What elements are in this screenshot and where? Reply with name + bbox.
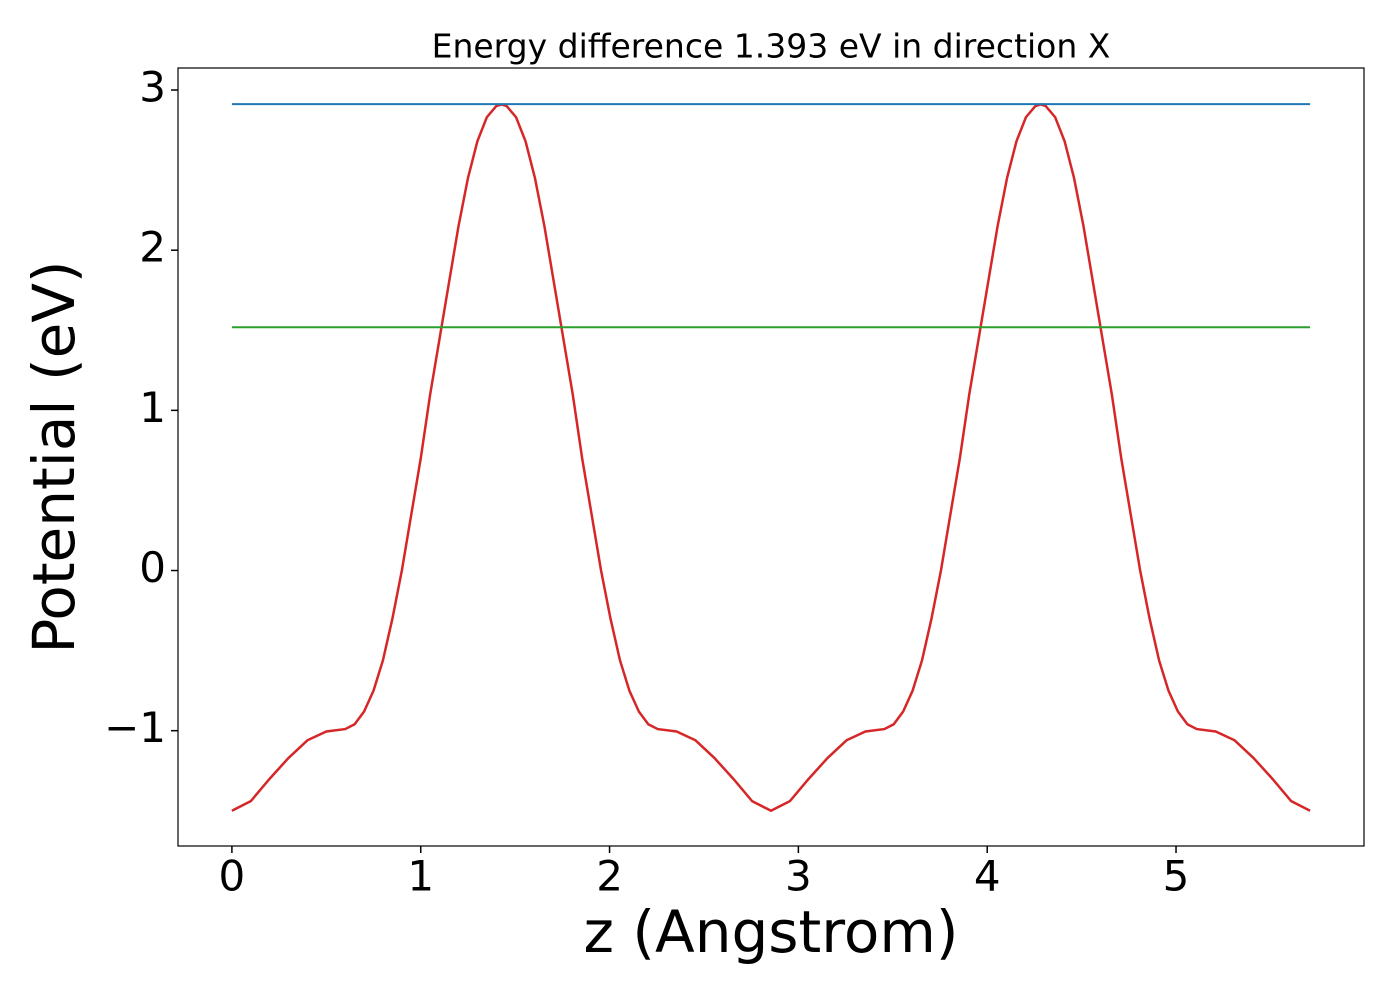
x-tick-label: 2 <box>596 852 623 901</box>
x-axis-label: z (Angstrom) <box>584 898 959 966</box>
y-tick-label: 2 <box>139 223 166 272</box>
y-axis-label: Potential (eV) <box>20 260 88 653</box>
y-tick-label: 3 <box>139 63 166 112</box>
y-tick-label: −1 <box>104 703 166 752</box>
x-tick-label: 1 <box>407 852 434 901</box>
y-tick-label: 0 <box>139 543 166 592</box>
x-tick-label: 4 <box>974 852 1001 901</box>
chart-title: Energy difference 1.393 eV in direction … <box>432 27 1111 66</box>
x-tick-label: 5 <box>1163 852 1190 901</box>
plot-frame <box>177 67 1365 847</box>
x-tick-label: 0 <box>219 852 246 901</box>
y-tick-label: 1 <box>139 383 166 432</box>
data-line <box>231 103 1311 813</box>
x-tick-label: 3 <box>785 852 812 901</box>
